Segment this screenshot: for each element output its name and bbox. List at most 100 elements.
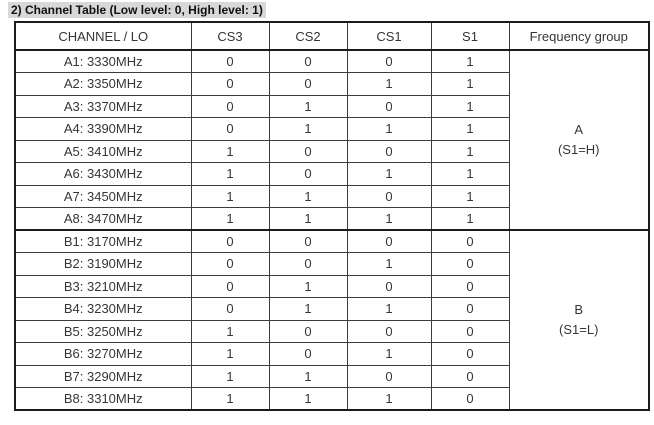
cs2-cell: 1 (268, 387, 348, 411)
frequency-group-a-condition: (S1=H) (557, 142, 600, 157)
s1-cell: 1 (430, 207, 510, 231)
cs3-cell: 1 (190, 139, 270, 163)
s1-cell: 1 (430, 49, 510, 73)
channel-cell: A6: 3430MHz (14, 162, 192, 186)
cs3-cell: 1 (190, 364, 270, 388)
table-row-b1: B1: 3170MHz 0 0 0 0 B (S1=L) (14, 229, 650, 411)
table-row-a2: A2: 3350MHz 0 0 1 1 (14, 72, 649, 96)
cs1-cell: 0 (346, 49, 432, 73)
channel-cell: B3: 3210MHz (14, 274, 192, 298)
cs2-cell: 0 (268, 229, 348, 253)
channel-table: CHANNEL / LO CS3 CS2 CS1 S1 Frequency gr… (14, 21, 650, 411)
s1-cell: 1 (430, 139, 510, 163)
s1-cell: 1 (430, 117, 510, 141)
cs3-cell: 0 (190, 297, 270, 321)
table-row-a7: A7: 3450MHz 1 1 0 1 (14, 184, 649, 208)
cs3-cell: 0 (190, 117, 270, 141)
cs2-cell: 0 (268, 162, 348, 186)
cs1-cell: 0 (346, 364, 432, 388)
cs1-cell: 1 (346, 117, 432, 141)
page-title: 2) Channel Table (Low level: 0, High lev… (8, 2, 266, 18)
table-row-b5: B5: 3250MHz 1 0 0 0 (14, 319, 649, 343)
cs1-cell: 0 (346, 319, 432, 343)
cs1-cell: 1 (346, 387, 432, 411)
frequency-group-a-label: A (574, 122, 584, 137)
s1-cell: 1 (430, 162, 510, 186)
header-frequency-group: Frequency group (508, 21, 650, 51)
cs1-cell: 0 (346, 139, 432, 163)
channel-cell: B7: 3290MHz (14, 364, 192, 388)
channel-cell: A4: 3390MHz (14, 117, 192, 141)
cs2-cell: 0 (268, 49, 348, 73)
table-row-a6: A6: 3430MHz 1 0 1 1 (14, 162, 649, 186)
s1-cell: 1 (430, 184, 510, 208)
cs1-cell: 1 (346, 342, 432, 366)
cs2-cell: 1 (268, 364, 348, 388)
table-row-b2: B2: 3190MHz 0 0 1 0 (14, 252, 649, 276)
channel-cell: A3: 3370MHz (14, 94, 192, 118)
cs3-cell: 0 (190, 49, 270, 73)
cs3-cell: 0 (190, 229, 270, 253)
cs2-cell: 0 (268, 139, 348, 163)
channel-cell: B6: 3270MHz (14, 342, 192, 366)
cs2-cell: 0 (268, 72, 348, 96)
cs3-cell: 0 (190, 252, 270, 276)
cs2-cell: 1 (268, 274, 348, 298)
cs1-cell: 0 (346, 184, 432, 208)
channel-cell: A2: 3350MHz (14, 72, 192, 96)
cs3-cell: 1 (190, 184, 270, 208)
table-row-a1: A1: 3330MHz 0 0 0 1 A (S1=H) (14, 49, 650, 231)
header-cs1: CS1 (346, 21, 432, 51)
cs3-cell: 1 (190, 387, 270, 411)
channel-cell: B5: 3250MHz (14, 319, 192, 343)
s1-cell: 0 (430, 252, 510, 276)
s1-cell: 0 (430, 229, 510, 253)
cs3-cell: 1 (190, 207, 270, 231)
cs1-cell: 1 (346, 252, 432, 276)
s1-cell: 0 (430, 319, 510, 343)
frequency-group-a-cell: A (S1=H) (508, 49, 650, 231)
header-channel-lo: CHANNEL / LO (14, 21, 192, 51)
cs2-cell: 1 (268, 184, 348, 208)
cs2-cell: 1 (268, 207, 348, 231)
cs3-cell: 0 (190, 72, 270, 96)
s1-cell: 0 (430, 297, 510, 321)
cs3-cell: 0 (190, 274, 270, 298)
table-row-b3: B3: 3210MHz 0 1 0 0 (14, 274, 649, 298)
s1-cell: 1 (430, 94, 510, 118)
cs2-cell: 1 (268, 117, 348, 141)
cs3-cell: 0 (190, 94, 270, 118)
table-row-a3: A3: 3370MHz 0 1 0 1 (14, 94, 649, 118)
cs2-cell: 0 (268, 252, 348, 276)
frequency-group-b-label: B (574, 302, 584, 317)
table-row-a5: A5: 3410MHz 1 0 0 1 (14, 139, 649, 163)
cs1-cell: 0 (346, 229, 432, 253)
cs3-cell: 1 (190, 342, 270, 366)
channel-cell: A5: 3410MHz (14, 139, 192, 163)
header-cs2: CS2 (268, 21, 348, 51)
cs2-cell: 0 (268, 342, 348, 366)
s1-cell: 0 (430, 342, 510, 366)
header-cs3: CS3 (190, 21, 270, 51)
cs3-cell: 1 (190, 319, 270, 343)
channel-cell: B2: 3190MHz (14, 252, 192, 276)
s1-cell: 0 (430, 274, 510, 298)
header-row: CHANNEL / LO CS3 CS2 CS1 S1 Frequency gr… (14, 21, 650, 51)
channel-cell: A1: 3330MHz (14, 49, 192, 73)
channel-cell: B4: 3230MHz (14, 297, 192, 321)
s1-cell: 0 (430, 364, 510, 388)
cs1-cell: 1 (346, 72, 432, 96)
cs1-cell: 1 (346, 162, 432, 186)
cs3-cell: 1 (190, 162, 270, 186)
s1-cell: 0 (430, 387, 510, 411)
s1-cell: 1 (430, 72, 510, 96)
frequency-group-b-condition: (S1=L) (559, 322, 599, 337)
table-row-b8: B8: 3310MHz 1 1 1 0 (14, 387, 649, 411)
channel-cell: B8: 3310MHz (14, 387, 192, 411)
cs1-cell: 1 (346, 207, 432, 231)
channel-cell: A8: 3470MHz (14, 207, 192, 231)
cs2-cell: 1 (268, 297, 348, 321)
channel-cell: B1: 3170MHz (14, 229, 192, 253)
header-s1: S1 (430, 21, 510, 51)
cs1-cell: 1 (346, 297, 432, 321)
